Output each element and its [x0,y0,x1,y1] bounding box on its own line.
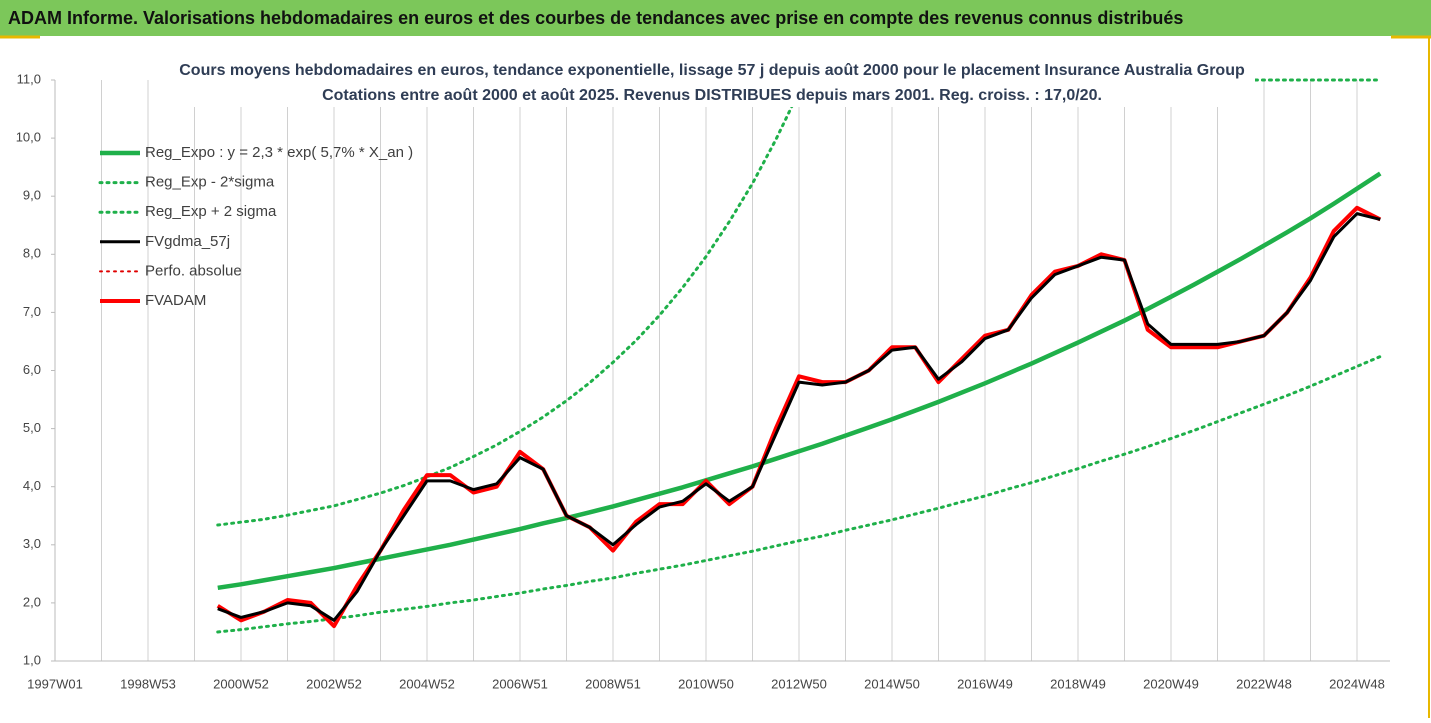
x-tick-label: 2022W48 [1236,676,1292,691]
series-line [216,205,1382,629]
chart-title: Cours moyens hebdomadaires en euros, ten… [179,62,1245,79]
y-tick-label: 3,0 [23,536,41,551]
title-box [170,55,1255,107]
axes: 1,0 2,0 3,0 4,0 5,0 6,0 7,0 8,0 9,0 10,0 11,0 1997W… [16,71,1390,691]
y-tick-label: 11,0 [17,71,41,86]
legend: Reg_Expo : y = 2,3 * exp( 5,7% * X_an ) R… [98,144,413,309]
y-tick-label: 2,0 [23,594,41,609]
y-tick-label: 1,0 [23,652,41,667]
x-tick-label: 1998W53 [120,676,176,691]
legend-label: FVgdma_57j [145,233,230,250]
x-tick-label: 2024W48 [1329,676,1385,691]
y-tick-label: 4,0 [23,478,41,493]
series-line [216,355,1382,634]
chart-subtitle: Cotations entre août 2000 et août 2025. … [322,87,1102,104]
x-tick-label: 2002W52 [306,676,362,691]
x-tick-label: 2010W50 [678,676,734,691]
x-tick-label: 2014W50 [864,676,920,691]
legend-label: Reg_Expo : y = 2,3 * exp( 5,7% * X_an ) [145,144,413,161]
legend-label: Reg_Exp + 2 sigma [145,203,277,220]
y-tick-label: 10,0 [16,130,41,145]
legend-label: Reg_Exp - 2*sigma [145,174,275,191]
y-tick-label: 5,0 [23,420,41,435]
series-line [217,212,1381,622]
x-tick-label: 2018W49 [1050,676,1106,691]
legend-label: Perfo. absolue [145,262,242,279]
y-tick-label: 9,0 [23,188,41,203]
grid [101,80,1358,661]
header-banner [0,0,1431,36]
x-tick-label: 2000W52 [213,676,269,691]
x-tick-label: 2016W49 [957,676,1013,691]
x-tick-label: 2020W49 [1143,676,1199,691]
header-title: ADAM Informe. Valorisations hebdomadaire… [8,8,1183,28]
x-tick-label: 2004W52 [399,676,455,691]
y-tick-label: 8,0 [23,246,41,261]
y-tick-label: 6,0 [23,362,41,377]
x-tick-label: 2008W51 [585,676,641,691]
series-line [217,171,1382,591]
x-tick-label: 1997W01 [27,676,83,691]
y-tick-label: 7,0 [23,304,41,319]
x-tick-label: 2012W50 [771,676,827,691]
legend-label: FVADAM [145,292,206,309]
x-tick-label: 2006W51 [492,676,548,691]
